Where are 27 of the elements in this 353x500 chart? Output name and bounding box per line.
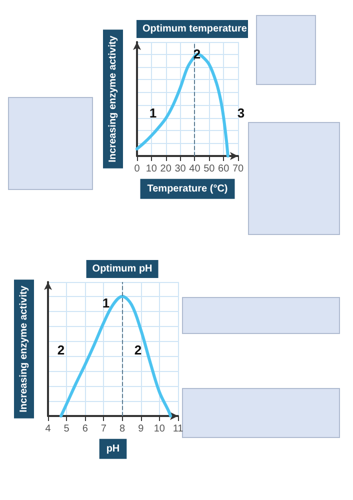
x-tick-label: 40 (189, 164, 201, 174)
x-tick-label: 10 (154, 424, 166, 434)
x-tick-label: 50 (204, 164, 216, 174)
ref-line-label: Optimum pH (92, 264, 152, 274)
annotation: 2 (134, 342, 142, 358)
x-tick-label: 7 (100, 424, 107, 434)
x-tick-label: 30 (174, 164, 186, 174)
annotation: 1 (102, 296, 110, 310)
x-tick-label: 0 (134, 164, 140, 174)
x-tick-label: 4 (45, 424, 52, 434)
annotation: 3 (237, 106, 245, 120)
x-axis-title: Temperature (°C) (147, 183, 228, 194)
x-tick-label: 60 (218, 164, 230, 174)
annotation: 1 (149, 106, 157, 120)
x-tick-label: 6 (82, 424, 88, 434)
x-tick-label: 20 (160, 164, 172, 174)
x-tick-label: 9 (138, 424, 144, 434)
x-axis-title: pH (106, 443, 120, 454)
annotation: 2 (57, 342, 65, 358)
y-axis-title: Increasing enzyme activity (18, 285, 30, 412)
x-tick-label: 70 (232, 164, 244, 174)
x-tick-label: 8 (120, 424, 126, 434)
x-tick-label: 10 (146, 164, 158, 174)
ref-line-label: Optimum temperature (142, 24, 248, 34)
x-tick-label: 11 (172, 424, 184, 434)
y-axis-title: Increasing enzyme activity (108, 35, 118, 162)
x-tick-label: 5 (64, 424, 70, 434)
